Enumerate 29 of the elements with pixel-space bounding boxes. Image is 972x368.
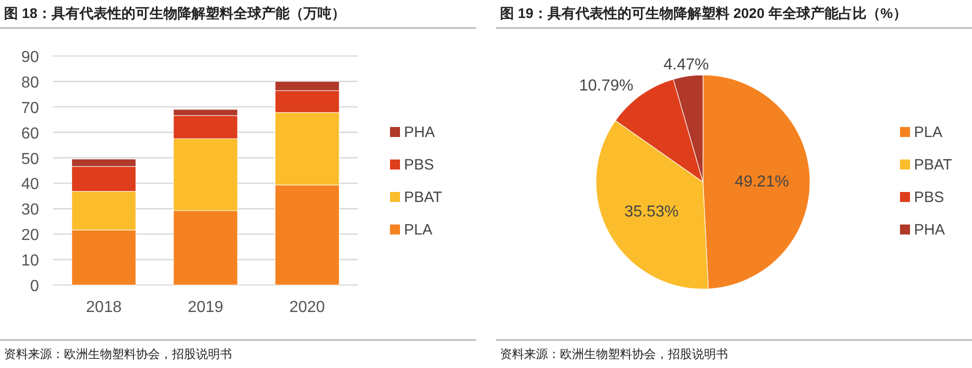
legend-label: PBS bbox=[914, 189, 944, 206]
legend-label: PBAT bbox=[404, 189, 442, 206]
data-label: 4.47% bbox=[664, 56, 709, 74]
data-label: 49.21% bbox=[734, 174, 789, 191]
x-tick: 2018 bbox=[86, 299, 122, 316]
y-tick: 70 bbox=[21, 100, 39, 117]
legend-label: PLA bbox=[404, 222, 432, 238]
title: 图 18：具有代表性的可生物降解塑料全球产能（万吨） bbox=[4, 5, 346, 21]
y-tick: 0 bbox=[30, 278, 39, 295]
y-tick: 40 bbox=[21, 176, 39, 194]
data-label: 35.53% bbox=[624, 203, 679, 220]
y-tick: 20 bbox=[21, 227, 39, 244]
title: 图 19：具有代表性的可生物降解塑料 2020 年全球产能占比（%） bbox=[500, 5, 907, 21]
legend-label: PHA bbox=[404, 124, 435, 141]
y-tick: 80 bbox=[21, 74, 39, 92]
legend-label: PHA bbox=[914, 222, 945, 238]
y-tick: 50 bbox=[21, 150, 39, 168]
y-tick: 90 bbox=[21, 49, 39, 66]
legend-label: PLA bbox=[914, 124, 942, 141]
data-label: 10.79% bbox=[579, 77, 634, 94]
y-tick: 10 bbox=[21, 252, 39, 270]
x-tick: 2019 bbox=[188, 299, 224, 316]
annotation: 资料来源：欧洲生物塑料协会，招股说明书 bbox=[500, 347, 728, 361]
legend-label: PBS bbox=[404, 156, 434, 174]
annotation: 资料来源：欧洲生物塑料协会，招股说明书 bbox=[4, 347, 232, 361]
legend-label: PBAT bbox=[914, 156, 952, 174]
x-tick: 2020 bbox=[289, 299, 325, 316]
y-tick: 30 bbox=[21, 202, 39, 219]
y-tick: 60 bbox=[21, 125, 39, 142]
